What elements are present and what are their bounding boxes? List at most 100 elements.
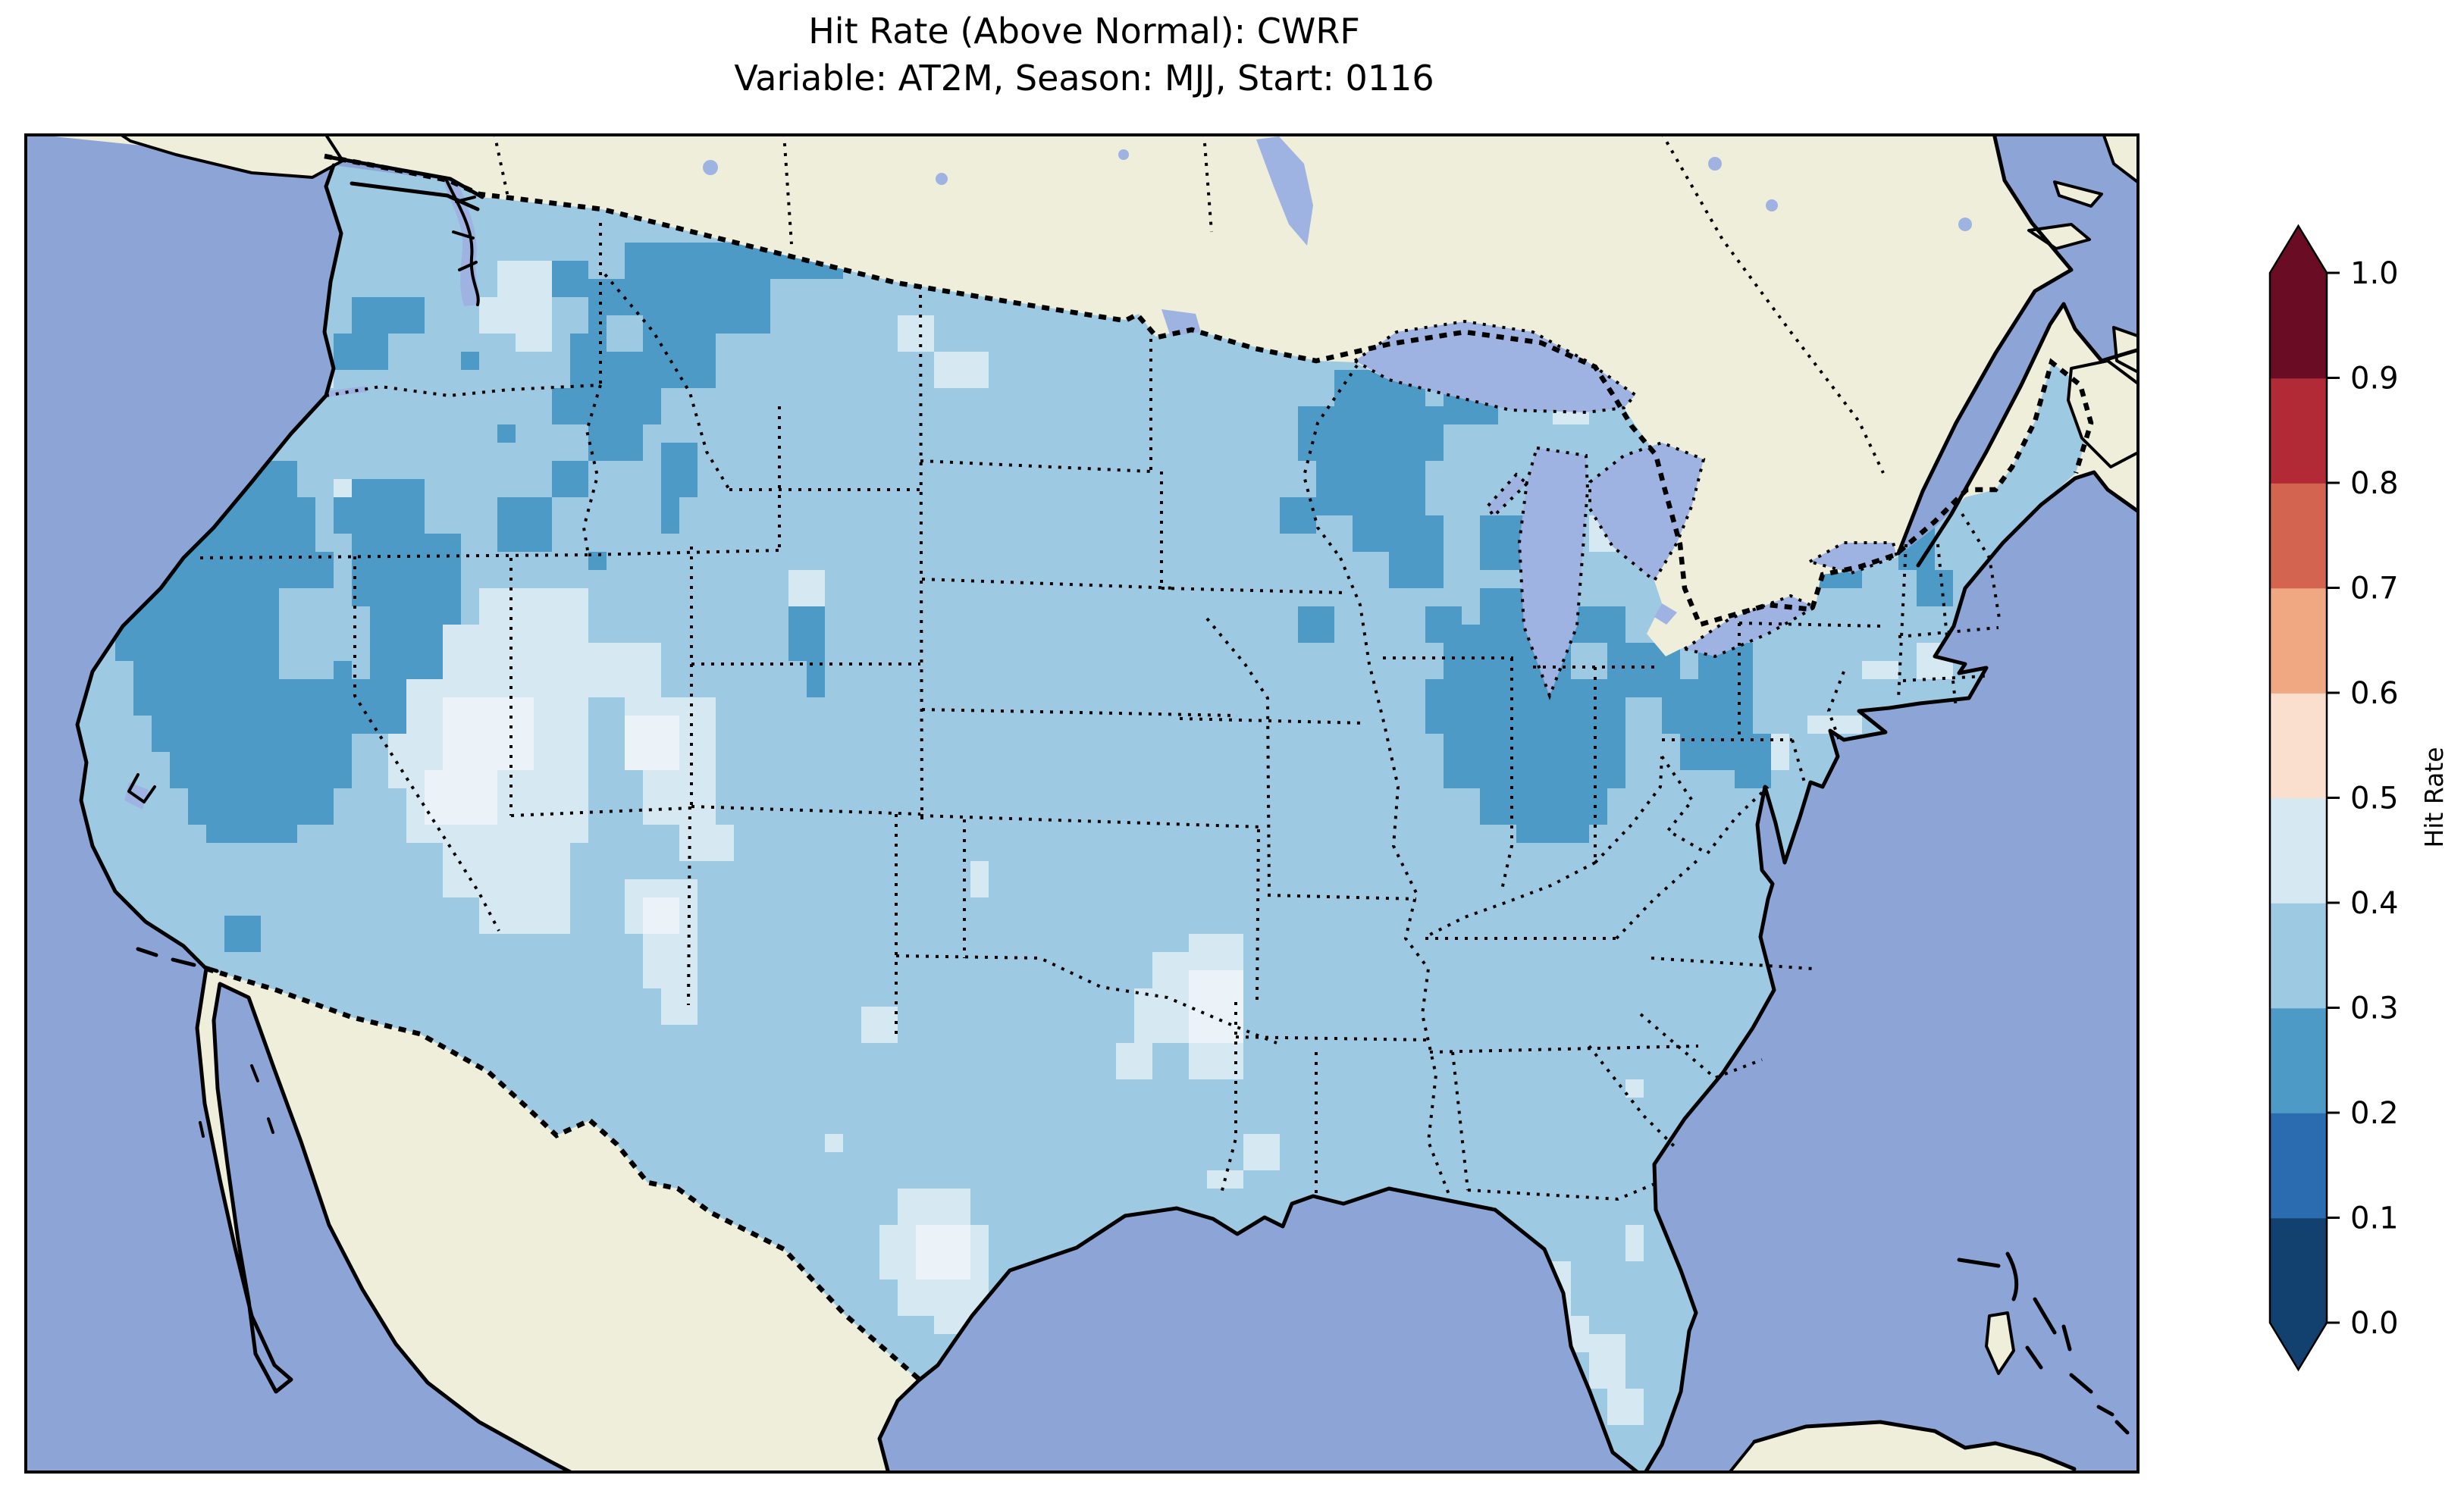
figure-title: Hit Rate (Above Normal): CWRF: [808, 11, 1360, 52]
hit-rate-cell-0.2-0.3: [224, 916, 261, 952]
nova-scotia: [2067, 359, 2140, 468]
hit-rate-cell-0.2-0.3: [1389, 552, 1444, 588]
atlantic-gulf-ocean: [879, 472, 2140, 1474]
hit-rate-cell-0.4-0.5: [643, 934, 698, 988]
canada-lake: [1958, 218, 1972, 231]
hit-rate-cell-base-notch: [279, 588, 334, 679]
anticosti-island: [2053, 180, 2103, 208]
hit-rate-cell-0.2-0.3: [497, 424, 516, 443]
hit-rate-cell-0.2-0.3: [661, 497, 679, 534]
hit-rate-cell-0.4-0.5: [898, 315, 934, 352]
pacific-coastline: [75, 163, 575, 1474]
lake-erie: [1685, 596, 1815, 656]
hit-rate-cell-0.2-0.3: [1516, 825, 1589, 843]
hit-rate-cell-0.4-0.5: [1807, 716, 1862, 734]
hit-rate-cell-0.4-0.5: [661, 988, 698, 1025]
hit-rate-cell-0.4-0.5: [443, 843, 570, 897]
map-frame: [24, 133, 2140, 1474]
canada-lake: [703, 160, 718, 175]
hit-rate-cell-0.2-0.3: [1298, 606, 1334, 643]
hit-rate-cell-0.2-0.3: [170, 752, 352, 788]
hit-rate-cell-0.4-0.5: [334, 479, 352, 497]
us-canada-border: [324, 153, 2094, 628]
hit-rate-cell-0.4-0.5: [970, 861, 989, 897]
atlantic-gulf-coastline: [877, 476, 2077, 1474]
hit-rate-cell-0.4-0.5: [1625, 1079, 1644, 1098]
coastlines: [75, 133, 2140, 1474]
map-panel: [24, 133, 2140, 1474]
colorbar-svg: 0.0 0.1 0.2 0.3 0.4 0.5 0.6 0.7 0.8 0.9 1.0 Hit Rat…: [2268, 224, 2449, 1372]
hit-rate-cell-0.4-0.5: [552, 606, 588, 643]
colorbar-bin-0.7-0.8: [2270, 483, 2327, 589]
colorbar-bin-0.8-0.9: [2270, 377, 2327, 484]
us-mexico-border: [205, 966, 923, 1383]
canada-lake: [1118, 149, 1129, 160]
hit-rate-cell-lightest: [625, 716, 679, 770]
hit-rate-cell-0.2-0.3: [1480, 788, 1607, 825]
cuba-coastline: [1752, 1420, 2077, 1471]
hit-rate-cell-0.4-0.5: [1862, 661, 1898, 679]
international-borders: [205, 153, 2094, 1383]
hit-rate-cell-0.4-0.5: [1607, 1389, 1644, 1425]
colorbar-tick-label: 0.4: [2350, 886, 2399, 921]
colorbar-extend-under: [2270, 1323, 2327, 1370]
colorbar-tick-label: 0.2: [2350, 1096, 2399, 1131]
lake-winnipeg: [1256, 136, 1313, 246]
lake-ontario: [1810, 543, 1897, 573]
hit-rate-cell-0.2-0.3: [1353, 515, 1444, 552]
hit-rate-cell-0.4-0.5: [1116, 1043, 1152, 1079]
gulf-california-islets: [199, 1064, 274, 1138]
hit-rate-cell-lightest: [443, 697, 534, 770]
puget-sound: [443, 179, 480, 306]
hit-rate-cell-lightest: [1189, 970, 1243, 1043]
colorbar-bin-0.3-0.4: [2270, 903, 2327, 1009]
figure-subtitle: Variable: AT2M, Season: MJJ, Start: 0116: [734, 58, 1434, 99]
hit-rate-cell-0.2-0.3: [1571, 606, 1625, 643]
hit-rate-cell-0.4-0.5: [479, 897, 570, 934]
hit-rate-cell-0.2-0.3: [1680, 679, 1753, 734]
hit-rate-cell-0.4-0.5: [1589, 1334, 1625, 1389]
hit-rate-cell-0.2-0.3: [552, 388, 661, 424]
hit-rate-cell-base-notch: [607, 315, 643, 352]
hit-rate-cell-0.2-0.3: [1917, 570, 1953, 606]
hit-rate-cell-0.4-0.5: [516, 334, 552, 352]
hit-rate-cell-0.4-0.5: [1134, 988, 1171, 1043]
pacific-ocean: [24, 133, 573, 1474]
hit-rate-cell-lightest: [643, 897, 679, 934]
state-borders: [199, 133, 2002, 1201]
vancouver-island: [120, 133, 344, 179]
colorbar-tick-label: 0.9: [2350, 362, 2399, 396]
hit-rate-cell-0.2-0.3: [1680, 734, 1716, 770]
lake-huron: [1590, 443, 1704, 581]
hit-rate-cell-0.4-0.5: [643, 770, 716, 825]
hit-rate-cell-0.2-0.3: [334, 334, 388, 370]
hit-rate-cell-0.2-0.3: [188, 788, 334, 825]
hit-rate-cell-0.2-0.3: [352, 534, 461, 606]
hit-rate-cell-0.4-0.5: [825, 1134, 843, 1152]
colorbar-bin-0.9-1.0: [2270, 273, 2327, 379]
hit-rate-cell-0.2-0.3: [461, 352, 479, 370]
hit-rate-cell-0.2-0.3: [352, 297, 425, 334]
colorbar-tick-label: 1.0: [2350, 256, 2399, 291]
hit-rate-cell-0.4-0.5: [679, 825, 734, 861]
hit-rate-cell-0.2-0.3: [497, 497, 552, 552]
andros-island: [1985, 1311, 2015, 1375]
canada-lake: [1766, 199, 1778, 211]
colorbar-bin-0.0-0.1: [2270, 1217, 2327, 1323]
colorbar-bin-0.1-0.2: [2270, 1113, 2327, 1219]
hit-rate-cell-0.2-0.3: [552, 461, 588, 497]
lake-st-clair: [1654, 603, 1677, 625]
canada-lake: [1708, 157, 1722, 171]
newfoundland-sliver: [2102, 133, 2140, 185]
hit-rate-cell-0.2-0.3: [1444, 734, 1625, 788]
bahamas: [1957, 1251, 2130, 1435]
colorbar-bin-0.2-0.3: [2270, 1007, 2327, 1113]
hit-rate-cell-0.2-0.3: [588, 424, 643, 461]
hit-rate-cell-0.2-0.3: [1280, 497, 1316, 534]
sf-bay-shoreline: [127, 773, 156, 803]
hit-rate-cell-0.4-0.5: [479, 297, 552, 334]
hit-rate-cell-lightest: [425, 770, 497, 825]
hit-rate-cell-0.2-0.3: [661, 443, 698, 497]
colorbar: 0.0 0.1 0.2 0.3 0.4 0.5 0.6 0.7 0.8 0.9 1.0 Hit Rat…: [2221, 199, 2464, 1396]
hit-rate-cell-0.2-0.3: [206, 825, 297, 843]
